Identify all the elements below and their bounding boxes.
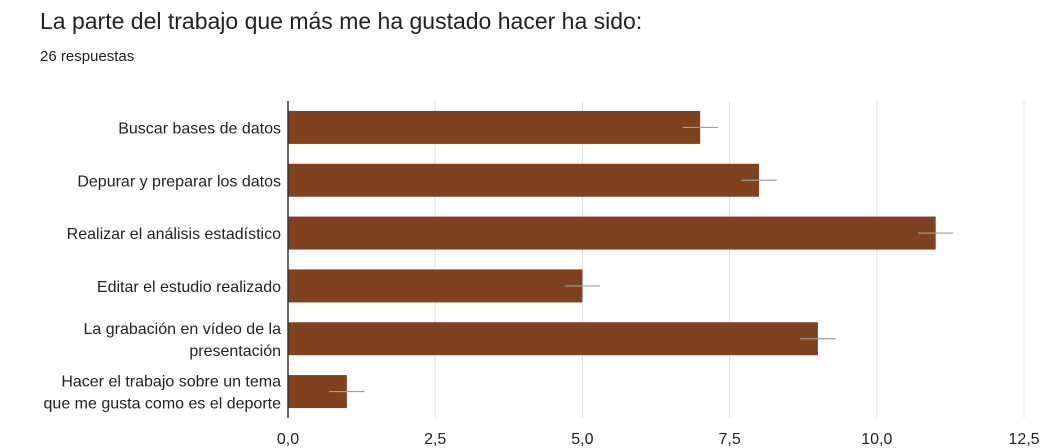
x-tick-label: 5,0	[571, 431, 593, 448]
category-label: Buscar bases de datos	[118, 120, 281, 137]
bar	[288, 322, 818, 356]
bar	[288, 216, 936, 250]
category-label: presentación	[189, 343, 281, 360]
category-label: Editar el estudio realizado	[97, 279, 281, 296]
x-tick-label: 0,0	[277, 431, 299, 448]
category-label: Realizar el análisis estadístico	[67, 226, 281, 243]
category-label: La grabación en vídeo de la	[84, 321, 282, 338]
x-tick-label: 2,5	[424, 431, 446, 448]
x-tick-label: 10,0	[861, 431, 892, 448]
bar	[288, 110, 701, 144]
x-tick-label: 12,5	[1008, 431, 1039, 448]
bar	[288, 163, 760, 197]
category-label: Hacer el trabajo sobre un tema	[61, 374, 281, 391]
bars	[288, 110, 954, 409]
grid-lines	[434, 101, 1025, 418]
category-label: Depurar y preparar los datos	[77, 173, 281, 190]
chart-title: La parte del trabajo que más me ha gusta…	[40, 8, 643, 34]
bar	[288, 269, 583, 303]
x-tick-label: 7,5	[718, 431, 740, 448]
axes: 0,0 2,5 5,0 7,5 10,0 12,5 Buscar bases de dato…	[44, 101, 1040, 448]
response-count: 26 respuestas	[40, 48, 135, 65]
category-label: que me gusta como es el deporte	[44, 396, 282, 413]
